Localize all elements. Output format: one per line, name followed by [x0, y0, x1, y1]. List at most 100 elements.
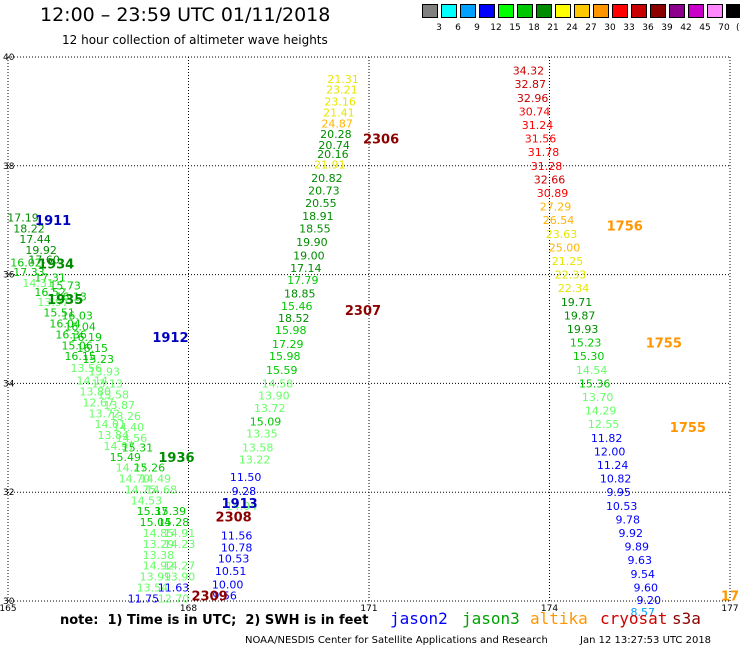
- credit-line: NOAA/NESDIS Center for Satellite Applica…: [245, 635, 548, 646]
- scale-swatch: [460, 4, 476, 18]
- wave-height-point: 14.75: [125, 483, 157, 496]
- wave-height-point: 16.15: [76, 342, 108, 355]
- wave-height-point: 9.89: [624, 541, 649, 554]
- wave-height-point: 11.82: [591, 432, 623, 445]
- wave-height-point: 14.56: [116, 432, 148, 445]
- wave-height-point: 15.06: [61, 339, 93, 352]
- wave-height-point: 10.78: [221, 542, 253, 555]
- y-tick-label: 40: [3, 53, 15, 63]
- wave-height-point: 15.26: [134, 462, 166, 475]
- wave-height-point: 14.91: [164, 527, 196, 540]
- wave-height-point: 9.92: [618, 527, 643, 540]
- wave-height-point: 15.37: [137, 505, 169, 518]
- wave-height-point: 14.27: [164, 560, 196, 573]
- x-tick-label: 177: [721, 604, 738, 614]
- wave-height-point: 15.49: [110, 451, 142, 464]
- scale-swatch: [441, 4, 457, 18]
- wave-height-point: 32.66: [534, 173, 566, 186]
- scale-label: 30: [604, 23, 616, 33]
- wave-height-point: 13.26: [110, 410, 142, 423]
- wave-height-point: 14.23: [164, 538, 196, 551]
- wave-height-point: 15.36: [579, 377, 611, 390]
- pass-time-label: 1754: [721, 590, 740, 605]
- wave-height-point: 9.56: [212, 590, 237, 603]
- wave-height-point: 8.57: [631, 606, 656, 619]
- wave-height-point: 32.87: [514, 78, 546, 91]
- scale-swatch: [669, 4, 685, 18]
- wave-height-point: 26.54: [543, 214, 575, 227]
- legend-cryosat: cryosat: [600, 609, 668, 628]
- wave-height-point: 17.29: [272, 338, 304, 351]
- wave-height-point: 17.14: [290, 262, 322, 275]
- wave-height-point: 15.51: [43, 307, 75, 320]
- wave-height-point: 16.52: [34, 286, 66, 299]
- pass-time-label: 1913: [222, 497, 258, 512]
- wave-height-point: 15.31: [122, 442, 154, 455]
- scale-label: 33: [623, 23, 635, 33]
- wave-height-point: 11.75: [128, 592, 160, 605]
- wave-height-point: 13.58: [242, 442, 274, 455]
- wave-height-point: 9.63: [628, 554, 653, 567]
- wave-height-point: 31.78: [528, 146, 560, 159]
- wave-height-point: 17.79: [287, 274, 319, 287]
- wave-height-point: 11.56: [221, 530, 253, 543]
- pass-time-label: 1934: [38, 258, 74, 273]
- y-tick-label: 30: [3, 597, 15, 607]
- wave-height-point: 20.82: [311, 172, 343, 185]
- scale-label: 15: [509, 23, 521, 33]
- scale-label: 12: [490, 23, 502, 33]
- wave-height-point: 19.92: [25, 244, 57, 257]
- scale-label: 21: [547, 23, 559, 33]
- wave-height-point: 14.29: [585, 405, 617, 418]
- wave-height-point: 17.19: [7, 211, 39, 224]
- wave-height-point: 17.44: [19, 233, 51, 246]
- wave-height-point: 18.91: [302, 210, 334, 223]
- x-tick-label: 174: [541, 604, 558, 614]
- wave-height-point: 13.38: [143, 549, 175, 562]
- wave-height-point: 23.16: [324, 96, 356, 109]
- wave-height-point: 15.98: [269, 350, 301, 363]
- wave-height-point: 12.00: [594, 445, 626, 458]
- scale-swatch: [422, 4, 438, 18]
- wave-height-point: 21.31: [327, 73, 359, 86]
- wave-height-point: 18.85: [284, 288, 316, 301]
- scale-unit: (ft): [736, 23, 740, 33]
- scale-swatch: [536, 4, 552, 18]
- wave-height-point: 24.87: [321, 117, 353, 130]
- scale-label: 18: [528, 23, 540, 33]
- pass-time-label: 1911: [35, 214, 71, 229]
- wave-height-point: 30.89: [537, 187, 569, 200]
- wave-height-point: 20.55: [305, 197, 337, 210]
- wave-height-point: 23.63: [546, 228, 578, 241]
- scale-swatch: [631, 4, 647, 18]
- wave-height-point: 16.19: [70, 331, 102, 344]
- wave-height-point: 20.74: [318, 139, 350, 152]
- pass-time-label: 1936: [158, 451, 194, 466]
- x-tick-label: 171: [360, 604, 377, 614]
- scale-swatch: [479, 4, 495, 18]
- scale-label: 45: [699, 23, 711, 33]
- pass-time-label: 1935: [47, 293, 83, 308]
- legend-s3a: s3a: [672, 609, 701, 628]
- wave-height-point: 15.23: [570, 337, 602, 350]
- wave-height-point: 10.82: [600, 473, 632, 486]
- scale-swatch: [593, 4, 609, 18]
- generated-timestamp: Jan 12 13:27:53 UTC 2018: [580, 635, 712, 646]
- wave-height-point: 20.73: [308, 184, 340, 197]
- wave-height-point: 17.60: [28, 253, 60, 266]
- wave-height-point: 31.56: [525, 133, 557, 146]
- wave-height-point: 9.78: [615, 513, 640, 526]
- wave-height-point: 32.96: [517, 92, 549, 105]
- scale-swatch: [688, 4, 704, 18]
- wave-height-point: 13.87: [104, 399, 136, 412]
- wave-height-point: 14.92: [143, 560, 175, 573]
- pass-time-label: 2308: [216, 511, 252, 526]
- wave-height-point: 13.90: [258, 389, 290, 402]
- scale-swatch: [707, 4, 723, 18]
- wave-height-point: 13.70: [582, 391, 614, 404]
- wave-height-point: 15.28: [158, 516, 190, 529]
- scale-label: 9: [474, 23, 480, 33]
- wave-height-point: 31.24: [522, 119, 554, 132]
- wave-height-point: 34.32: [513, 65, 545, 78]
